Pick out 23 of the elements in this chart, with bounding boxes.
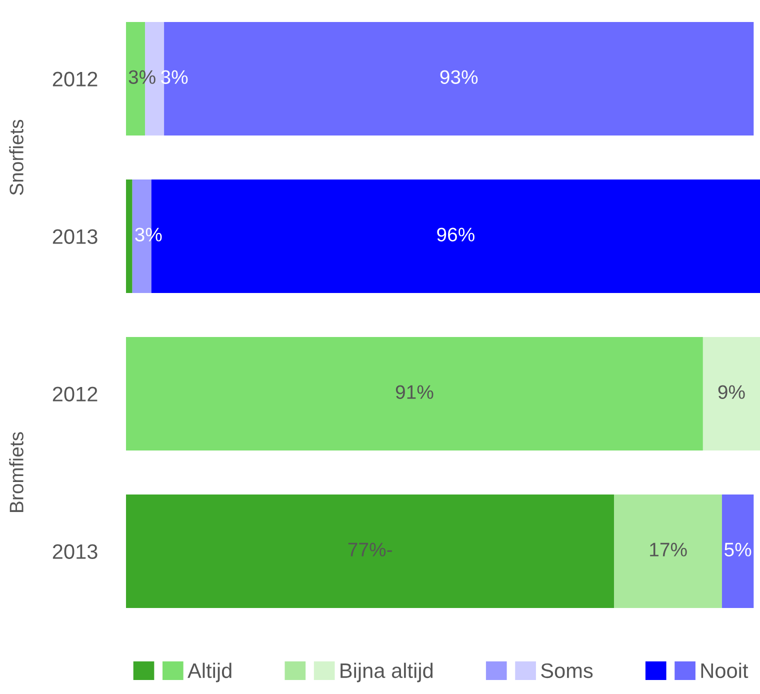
bar (702, 337, 760, 450)
data-label: 5% (724, 542, 752, 556)
bar (126, 494, 614, 608)
legend-label: Soms (541, 663, 593, 678)
bar (722, 494, 754, 608)
y-tick-label: 2013 (52, 544, 98, 560)
bar (126, 337, 703, 450)
text: Snorfiets (9, 120, 24, 195)
y-tick-label: 2012 (52, 386, 98, 402)
legend-label: Bijna altijd (340, 662, 433, 682)
bar (614, 494, 722, 608)
data-label: 77%- (348, 542, 392, 556)
data-label: 9% (718, 385, 745, 399)
data-label: 93% (440, 70, 478, 84)
legend-label: Altijd (188, 662, 232, 682)
legend-label: Nooit (701, 662, 748, 678)
y-tick-label: 2012 (52, 72, 98, 87)
data-label: 17% (650, 542, 687, 556)
data-label: 96% (437, 228, 474, 242)
text: Bromfiets (9, 432, 24, 512)
bar (126, 180, 132, 293)
data-label: 91% (396, 385, 434, 399)
y-tick-label: 2013 (52, 229, 98, 244)
